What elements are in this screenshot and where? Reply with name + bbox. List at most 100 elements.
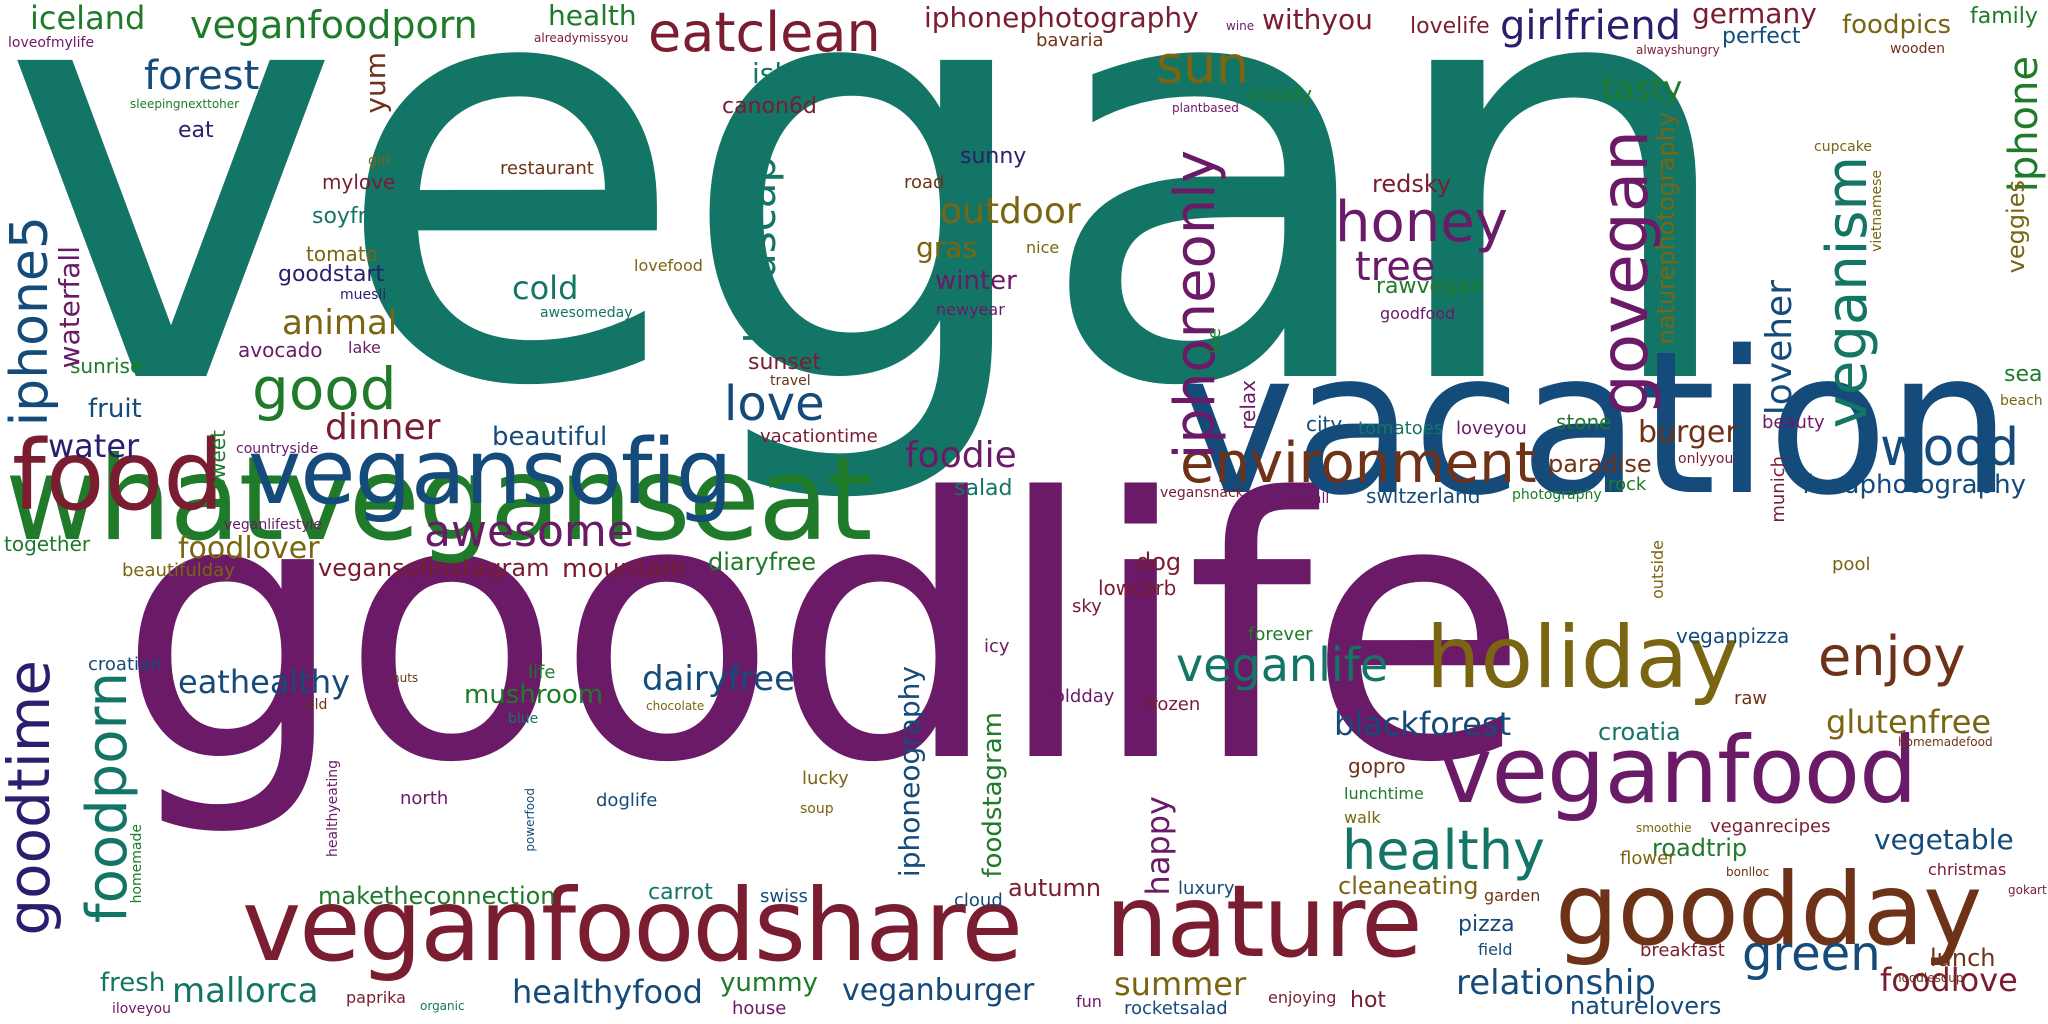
word-waterfall: waterfall xyxy=(53,246,86,369)
word-together: together xyxy=(4,532,91,556)
word-old: old xyxy=(306,697,328,713)
word-vegansofig: vegansofig xyxy=(248,420,733,525)
word-foodlove: foodlove xyxy=(1880,961,2018,999)
word-goodstart: goodstart xyxy=(278,262,385,287)
word-carrot: carrot xyxy=(648,880,713,905)
word-outside: outside xyxy=(1648,540,1667,599)
word-canon6d: canon6d xyxy=(722,94,817,119)
word-sky: sky xyxy=(1072,596,1102,617)
word-naturelovers: naturelovers xyxy=(1570,992,1722,1020)
word-north: north xyxy=(400,788,449,809)
word-raw: raw xyxy=(1734,688,1768,709)
word-beautifulday: beautifulday xyxy=(122,560,235,581)
word-rawvegan: rawvegan xyxy=(1376,274,1485,299)
word-newyear: newyear xyxy=(936,300,1005,319)
word-wine: wine xyxy=(1226,19,1255,33)
word-rocketsalad: rocketsalad xyxy=(1124,998,1228,1019)
word-homemadefood: homemadefood xyxy=(1898,735,1993,749)
word-loveher: loveher xyxy=(1759,280,1800,416)
word-frozen: frozen xyxy=(1144,694,1201,715)
word-lunch: lunch xyxy=(1930,944,1996,972)
word-doglife: doglife xyxy=(596,790,658,811)
word-blackforest: blackforest xyxy=(1334,705,1512,743)
word-christmas: christmas xyxy=(1928,860,2007,879)
word-blue: blue xyxy=(508,711,539,727)
word-pizza: pizza xyxy=(1458,912,1515,937)
word-iceland: iceland xyxy=(30,0,146,37)
word-girlfriend: girlfriend xyxy=(1500,3,1682,49)
word-lowcarb: lowcarb xyxy=(1098,576,1177,600)
word-veganpizza: veganpizza xyxy=(1676,624,1790,648)
word-croatian: croatian xyxy=(88,654,162,675)
word-organic: organic xyxy=(420,999,465,1013)
word-lovelife: lovelife xyxy=(1410,14,1490,39)
word-foodphotography: foodphotography xyxy=(1802,470,2026,500)
word-garden: garden xyxy=(1484,886,1541,905)
word-good: good xyxy=(252,355,397,423)
word-landscape: landscape xyxy=(736,130,785,344)
word-outdoor: outdoor xyxy=(940,191,1081,232)
word-salad: salad xyxy=(954,476,1013,501)
word-house: house xyxy=(732,998,787,1019)
word-vegansofinstagram: vegansofinstagram xyxy=(318,554,550,582)
word-bonlloc: bonlloc xyxy=(1726,865,1770,879)
word-healthyfood: healthyfood xyxy=(512,973,703,1011)
word-goodday: goodday xyxy=(1555,851,1982,968)
word-soup: soup xyxy=(800,801,834,817)
word-cold: cold xyxy=(512,269,579,307)
word-mallorca: mallorca xyxy=(172,971,319,1011)
word-veganfood: veganfood xyxy=(1438,717,1917,824)
word-fruit: fruit xyxy=(88,394,142,424)
word-honey: honey xyxy=(1335,190,1508,255)
word-summer: summer xyxy=(1114,965,1247,1003)
word-dairyfree: dairyfree xyxy=(642,659,795,699)
word-vacationtime: vacationtime xyxy=(760,426,878,447)
word-walk: walk xyxy=(1344,808,1381,827)
word-tasty: tasty xyxy=(1602,69,1683,107)
word-veganfoodshare: veganfoodshare xyxy=(242,867,1023,984)
word-countryside: countryside xyxy=(236,441,319,457)
word-sunny: sunny xyxy=(960,144,1027,169)
word-environment: environment xyxy=(1180,431,1537,496)
word-icy: icy xyxy=(984,636,1010,657)
word-animal: animal xyxy=(282,303,398,343)
word-croatia: croatia xyxy=(1598,718,1681,746)
word-autumn: autumn xyxy=(1008,874,1102,902)
word-goodtime: goodtime xyxy=(0,660,63,936)
word-eatclean: eatclean xyxy=(648,1,881,64)
word-girl: girl xyxy=(368,153,391,169)
word-yummy: yummy xyxy=(720,968,818,998)
word-vegetable: vegetable xyxy=(1874,823,2014,856)
word-veggies: veggies xyxy=(2002,180,2030,274)
word-happy: happy xyxy=(1139,796,1177,896)
word-beach: beach xyxy=(2000,393,2043,409)
word-diaryfree: diaryfree xyxy=(708,548,816,576)
word-luxury: luxury xyxy=(1178,878,1235,899)
word-veganism: veganism xyxy=(1815,156,1880,429)
word-noodlesoup: noodlesoup xyxy=(1894,971,1964,985)
word-foodpics: foodpics xyxy=(1842,10,1952,40)
word-breakfast: breakfast xyxy=(1640,940,1725,961)
word-chocolate: chocolate xyxy=(646,699,705,713)
word-perfect: perfect xyxy=(1722,24,1801,49)
word-naturephotography: naturephotography xyxy=(1652,112,1680,345)
word-iphoneonly: iphoneonly xyxy=(1163,150,1228,460)
word-city: city xyxy=(1306,412,1343,436)
word-photography: photography xyxy=(1512,487,1602,503)
word-holiday: holiday xyxy=(1426,608,1740,708)
word-soyfree: soyfree xyxy=(312,204,394,229)
word-plantbased: plantbased xyxy=(1172,101,1239,115)
word-vacation: vacation xyxy=(1178,308,2012,539)
word-relax: relax xyxy=(1236,380,1260,430)
word-maketheconnection: maketheconnection xyxy=(318,882,556,910)
word-goodfood: goodfood xyxy=(1380,304,1456,323)
word-cloud: cloud xyxy=(954,890,1003,911)
word-veganlife: veganlife xyxy=(1176,638,1389,692)
word-powerfood: powerfood xyxy=(523,788,537,852)
word-whatveganseat: whatveganseat xyxy=(5,432,873,567)
word-burger: burger xyxy=(1638,415,1738,450)
word-avocado: avocado xyxy=(238,338,323,362)
word-sunrise: sunrise xyxy=(70,354,143,378)
word-flower: flower xyxy=(1620,848,1676,869)
